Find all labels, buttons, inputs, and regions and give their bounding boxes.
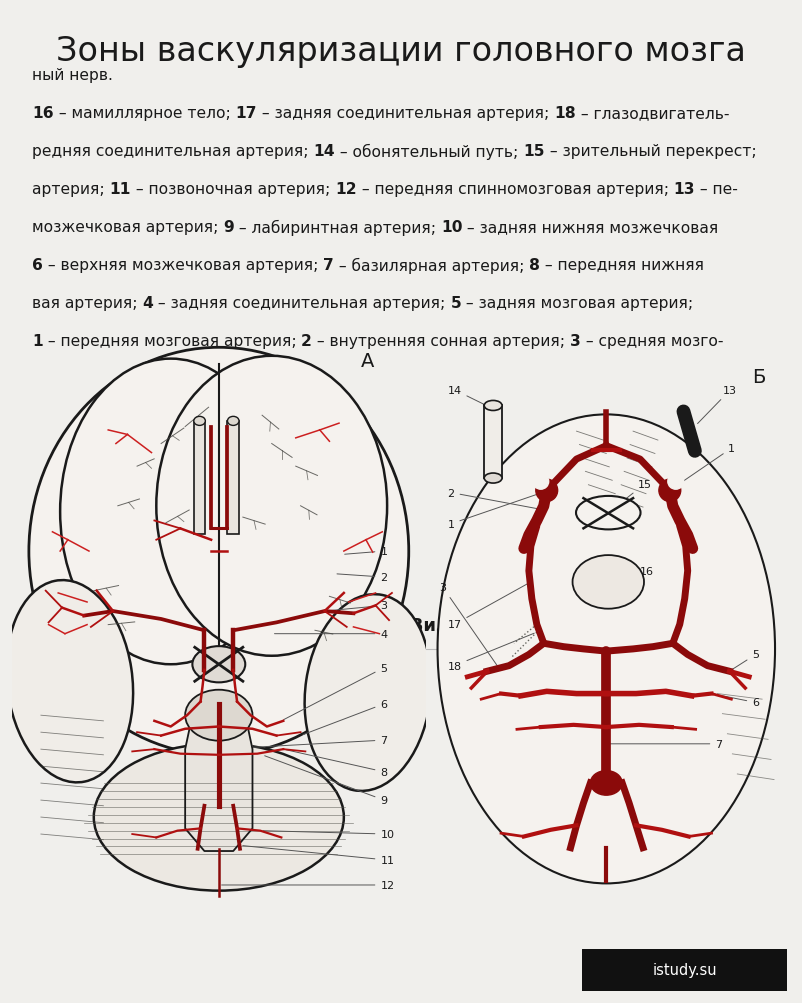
Text: 12: 12 (221, 880, 394, 890)
Text: Зоны васкуляризации головного мозга: Зоны васкуляризации головного мозга (56, 35, 745, 68)
Text: 17: 17 (447, 584, 528, 630)
Text: – задняя нижняя мозжечковая: – задняя нижняя мозжечковая (462, 220, 718, 235)
Text: – зрительный перекрест;: – зрительный перекрест; (544, 143, 755, 158)
Text: 2: 2 (337, 573, 387, 583)
Text: – внутренняя сонная артерия;: – внутренняя сонная артерия; (312, 334, 569, 349)
Polygon shape (185, 727, 252, 852)
Ellipse shape (572, 556, 643, 609)
Text: 8: 8 (529, 258, 539, 273)
Ellipse shape (304, 595, 431, 791)
Text: 1: 1 (447, 491, 545, 530)
Text: Б: Б (751, 368, 765, 387)
Ellipse shape (29, 348, 408, 755)
Text: 1: 1 (344, 547, 387, 557)
Ellipse shape (535, 479, 557, 502)
Text: 12: 12 (334, 182, 356, 197)
Text: 7: 7 (322, 258, 334, 273)
Text: 11: 11 (242, 846, 394, 866)
Text: – лабиринтная артерия;: – лабиринтная артерия; (233, 220, 440, 236)
Text: 5: 5 (450, 296, 460, 311)
Bar (484, 406, 501, 478)
Text: 7: 7 (608, 739, 722, 749)
FancyArrowPatch shape (683, 412, 694, 451)
Ellipse shape (575, 496, 640, 530)
Text: 6: 6 (303, 699, 387, 735)
Text: 1: 1 (32, 334, 43, 349)
Text: 14: 14 (313, 143, 334, 158)
Text: 2: 2 (447, 488, 537, 510)
Text: 10: 10 (262, 829, 394, 840)
Text: 13: 13 (673, 182, 695, 197)
Ellipse shape (94, 744, 343, 891)
Text: – задняя соединительная артерия;: – задняя соединительная артерия; (153, 296, 450, 311)
Bar (193, 421, 205, 535)
Bar (227, 421, 239, 535)
Text: 10: 10 (440, 220, 462, 235)
Text: – позвоночная артерия;: – позвоночная артерия; (131, 182, 334, 197)
Ellipse shape (193, 417, 205, 426)
Text: 9: 9 (223, 220, 233, 235)
Text: 16: 16 (32, 106, 54, 121)
Text: А: А (361, 351, 374, 370)
Text: – передняя мозговая артерия;: – передняя мозговая артерия; (43, 334, 301, 349)
Ellipse shape (6, 581, 133, 782)
Text: 6: 6 (713, 694, 758, 708)
Text: 2: 2 (301, 334, 312, 349)
Text: istudy.su: istudy.su (651, 963, 716, 977)
Text: вая артерия;: вая артерия; (32, 296, 142, 311)
Text: 4: 4 (274, 629, 387, 639)
Text: 17: 17 (235, 106, 257, 121)
Text: 9: 9 (265, 756, 387, 805)
Text: 3: 3 (439, 583, 499, 669)
Text: 15: 15 (610, 479, 651, 512)
Text: 18: 18 (553, 106, 575, 121)
Ellipse shape (156, 356, 387, 656)
Text: 7: 7 (221, 735, 387, 749)
Ellipse shape (658, 479, 680, 502)
Text: артерия;: артерия; (32, 182, 109, 197)
Text: – передняя нижняя: – передняя нижняя (539, 258, 703, 273)
Text: 14: 14 (447, 385, 490, 408)
Text: 15: 15 (522, 143, 544, 158)
Ellipse shape (667, 474, 683, 489)
Text: – верхняя мозжечковая артерия;: – верхняя мозжечковая артерия; (43, 258, 322, 273)
Ellipse shape (437, 415, 774, 884)
Text: – обонятельный путь;: – обонятельный путь; (334, 143, 522, 160)
Text: – глазодвигатель-: – глазодвигатель- (575, 106, 728, 121)
Text: – задняя соединительная артерия;: – задняя соединительная артерия; (257, 106, 553, 121)
Ellipse shape (192, 647, 245, 683)
Text: – передняя спинномозговая артерия;: – передняя спинномозговая артерия; (356, 182, 673, 197)
Ellipse shape (484, 401, 501, 411)
Text: 1: 1 (671, 443, 735, 489)
Ellipse shape (589, 771, 622, 795)
Text: – мамиллярное тело;: – мамиллярное тело; (54, 106, 235, 121)
Text: 5: 5 (283, 663, 387, 720)
Text: 3: 3 (569, 334, 580, 349)
Text: 6: 6 (32, 258, 43, 273)
Ellipse shape (533, 474, 548, 489)
Text: 11: 11 (109, 182, 131, 197)
Text: – средняя мозго-: – средняя мозго- (580, 334, 723, 349)
Text: 8: 8 (286, 750, 387, 777)
Text: мозжечковая артерия;: мозжечковая артерия; (32, 220, 223, 235)
Text: 4: 4 (142, 296, 153, 311)
Ellipse shape (60, 359, 281, 665)
Text: – пе-: – пе- (695, 182, 737, 197)
Text: 13: 13 (697, 385, 736, 424)
Text: 3: 3 (327, 601, 387, 611)
Ellipse shape (185, 690, 252, 741)
Text: редняя соединительная артерия;: редняя соединительная артерия; (32, 143, 313, 158)
Text: Артерии на основании мозга (А). Виллизиев круг и его ветви (Б).: Артерии на основании мозга (А). Виллизие… (62, 617, 739, 634)
Ellipse shape (227, 417, 239, 426)
Text: – задняя мозговая артерия;: – задняя мозговая артерия; (460, 296, 692, 311)
Text: 18: 18 (447, 634, 533, 671)
Text: ный нерв.: ный нерв. (32, 68, 113, 83)
Text: – базилярная артерия;: – базилярная артерия; (334, 258, 529, 274)
Text: 5: 5 (731, 650, 758, 670)
Ellipse shape (484, 473, 501, 483)
Text: 16: 16 (610, 566, 653, 582)
